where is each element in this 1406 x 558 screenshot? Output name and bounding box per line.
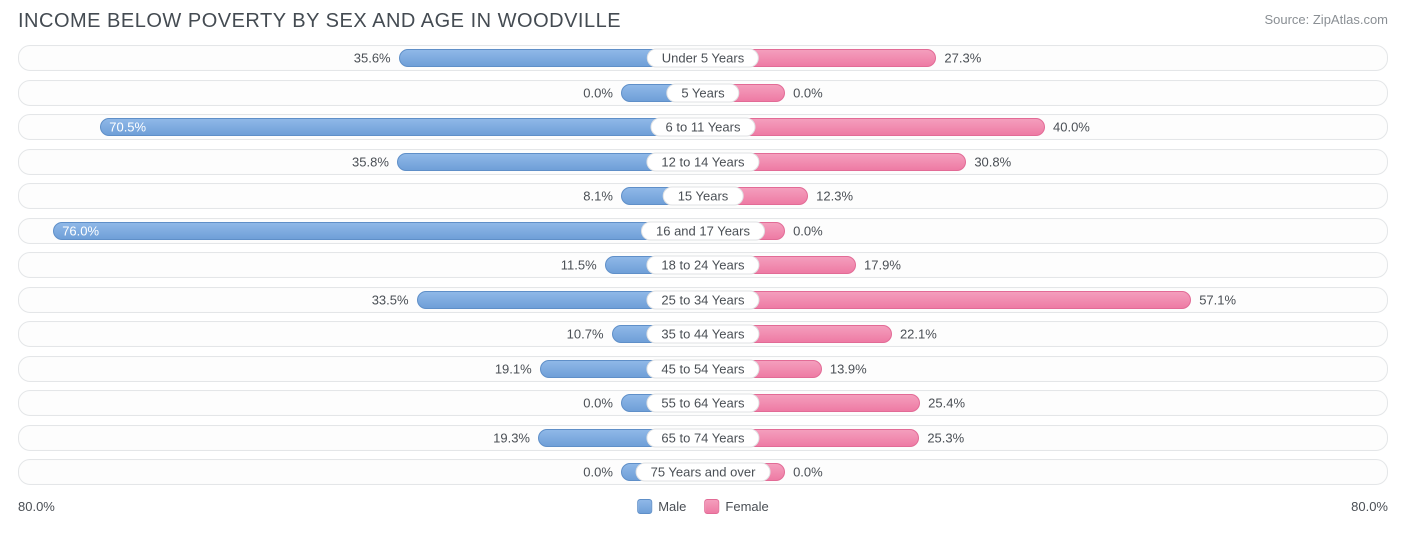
male-value: 8.1% — [583, 189, 613, 204]
male-half: 11.5% — [19, 253, 703, 277]
category-label: 16 and 17 Years — [641, 221, 765, 240]
female-value: 27.3% — [944, 51, 981, 66]
category-label: 15 Years — [663, 187, 744, 206]
male-bar: 70.5% — [100, 118, 703, 136]
male-half: 76.0% — [19, 219, 703, 243]
chart-title: INCOME BELOW POVERTY BY SEX AND AGE IN W… — [18, 10, 621, 33]
male-value: 0.0% — [583, 465, 613, 480]
male-half: 0.0% — [19, 460, 703, 484]
chart-row: 11.5% 17.9% 18 to 24 Years — [18, 252, 1388, 278]
male-half: 70.5% — [19, 115, 703, 139]
male-half: 35.8% — [19, 150, 703, 174]
category-label: 35 to 44 Years — [646, 325, 759, 344]
chart-row: 10.7% 22.1% 35 to 44 Years — [18, 321, 1388, 347]
female-value: 57.1% — [1199, 292, 1236, 307]
female-half: 12.3% — [703, 184, 1387, 208]
chart-row: 19.3% 25.3% 65 to 74 Years — [18, 425, 1388, 451]
female-value: 0.0% — [793, 85, 823, 100]
legend-male-label: Male — [658, 499, 686, 514]
category-label: 25 to 34 Years — [646, 290, 759, 309]
female-half: 0.0% — [703, 81, 1387, 105]
chart-row: 33.5% 57.1% 25 to 34 Years — [18, 287, 1388, 313]
category-label: Under 5 Years — [647, 49, 759, 68]
chart-row: 0.0% 0.0% 75 Years and over — [18, 459, 1388, 485]
female-half: 27.3% — [703, 46, 1387, 70]
legend-female-label: Female — [725, 499, 768, 514]
male-half: 19.1% — [19, 357, 703, 381]
male-bar: 76.0% — [53, 222, 703, 240]
female-half: 22.1% — [703, 322, 1387, 346]
male-value: 11.5% — [561, 258, 597, 273]
female-half: 40.0% — [703, 115, 1387, 139]
male-half: 19.3% — [19, 426, 703, 450]
female-value: 25.4% — [928, 396, 965, 411]
female-half: 30.8% — [703, 150, 1387, 174]
male-value: 70.5% — [109, 120, 146, 135]
male-half: 33.5% — [19, 288, 703, 312]
female-swatch — [704, 499, 719, 514]
female-half: 13.9% — [703, 357, 1387, 381]
male-value: 76.0% — [62, 223, 99, 238]
male-value: 10.7% — [567, 327, 604, 342]
female-half: 25.4% — [703, 391, 1387, 415]
legend: Male Female — [637, 499, 769, 514]
female-half: 17.9% — [703, 253, 1387, 277]
male-half: 8.1% — [19, 184, 703, 208]
female-value: 13.9% — [830, 361, 867, 376]
category-label: 12 to 14 Years — [646, 152, 759, 171]
chart-row: 8.1% 12.3% 15 Years — [18, 183, 1388, 209]
male-half: 10.7% — [19, 322, 703, 346]
category-label: 75 Years and over — [636, 463, 771, 482]
category-label: 18 to 24 Years — [646, 256, 759, 275]
category-label: 6 to 11 Years — [651, 118, 756, 137]
chart-source: Source: ZipAtlas.com — [1264, 12, 1388, 27]
diverging-bar-chart: 35.6% 27.3% Under 5 Years 0.0% 0.0% 5 Years 70… — [18, 45, 1388, 485]
chart-row: 0.0% 25.4% 55 to 64 Years — [18, 390, 1388, 416]
chart-row: 70.5% 40.0% 6 to 11 Years — [18, 114, 1388, 140]
legend-female: Female — [704, 499, 768, 514]
male-swatch — [637, 499, 652, 514]
category-label: 5 Years — [666, 83, 739, 102]
chart-header: INCOME BELOW POVERTY BY SEX AND AGE IN W… — [18, 10, 1388, 33]
female-half: 25.3% — [703, 426, 1387, 450]
female-value: 0.0% — [793, 223, 823, 238]
male-value: 19.3% — [493, 430, 530, 445]
category-label: 45 to 54 Years — [646, 359, 759, 378]
chart-row: 76.0% 0.0% 16 and 17 Years — [18, 218, 1388, 244]
male-value: 35.8% — [352, 154, 389, 169]
female-value: 17.9% — [864, 258, 901, 273]
chart-footer: 80.0% Male Female 80.0% — [18, 495, 1388, 517]
male-value: 0.0% — [583, 85, 613, 100]
chart-row: 35.6% 27.3% Under 5 Years — [18, 45, 1388, 71]
female-value: 22.1% — [900, 327, 937, 342]
female-value: 12.3% — [816, 189, 853, 204]
male-half: 35.6% — [19, 46, 703, 70]
male-value: 19.1% — [495, 361, 532, 376]
chart-row: 0.0% 0.0% 5 Years — [18, 80, 1388, 106]
female-value: 0.0% — [793, 465, 823, 480]
female-half: 0.0% — [703, 219, 1387, 243]
female-value: 40.0% — [1053, 120, 1090, 135]
legend-male: Male — [637, 499, 686, 514]
female-half: 57.1% — [703, 288, 1387, 312]
female-half: 0.0% — [703, 460, 1387, 484]
female-value: 25.3% — [927, 430, 964, 445]
chart-row: 35.8% 30.8% 12 to 14 Years — [18, 149, 1388, 175]
axis-max-left: 80.0% — [18, 499, 55, 514]
male-value: 35.6% — [354, 51, 391, 66]
male-half: 0.0% — [19, 391, 703, 415]
male-value: 33.5% — [372, 292, 409, 307]
category-label: 65 to 74 Years — [646, 428, 759, 447]
axis-max-right: 80.0% — [1351, 499, 1388, 514]
female-bar — [703, 291, 1191, 309]
chart-row: 19.1% 13.9% 45 to 54 Years — [18, 356, 1388, 382]
female-value: 30.8% — [974, 154, 1011, 169]
category-label: 55 to 64 Years — [646, 394, 759, 413]
male-half: 0.0% — [19, 81, 703, 105]
male-value: 0.0% — [583, 396, 613, 411]
